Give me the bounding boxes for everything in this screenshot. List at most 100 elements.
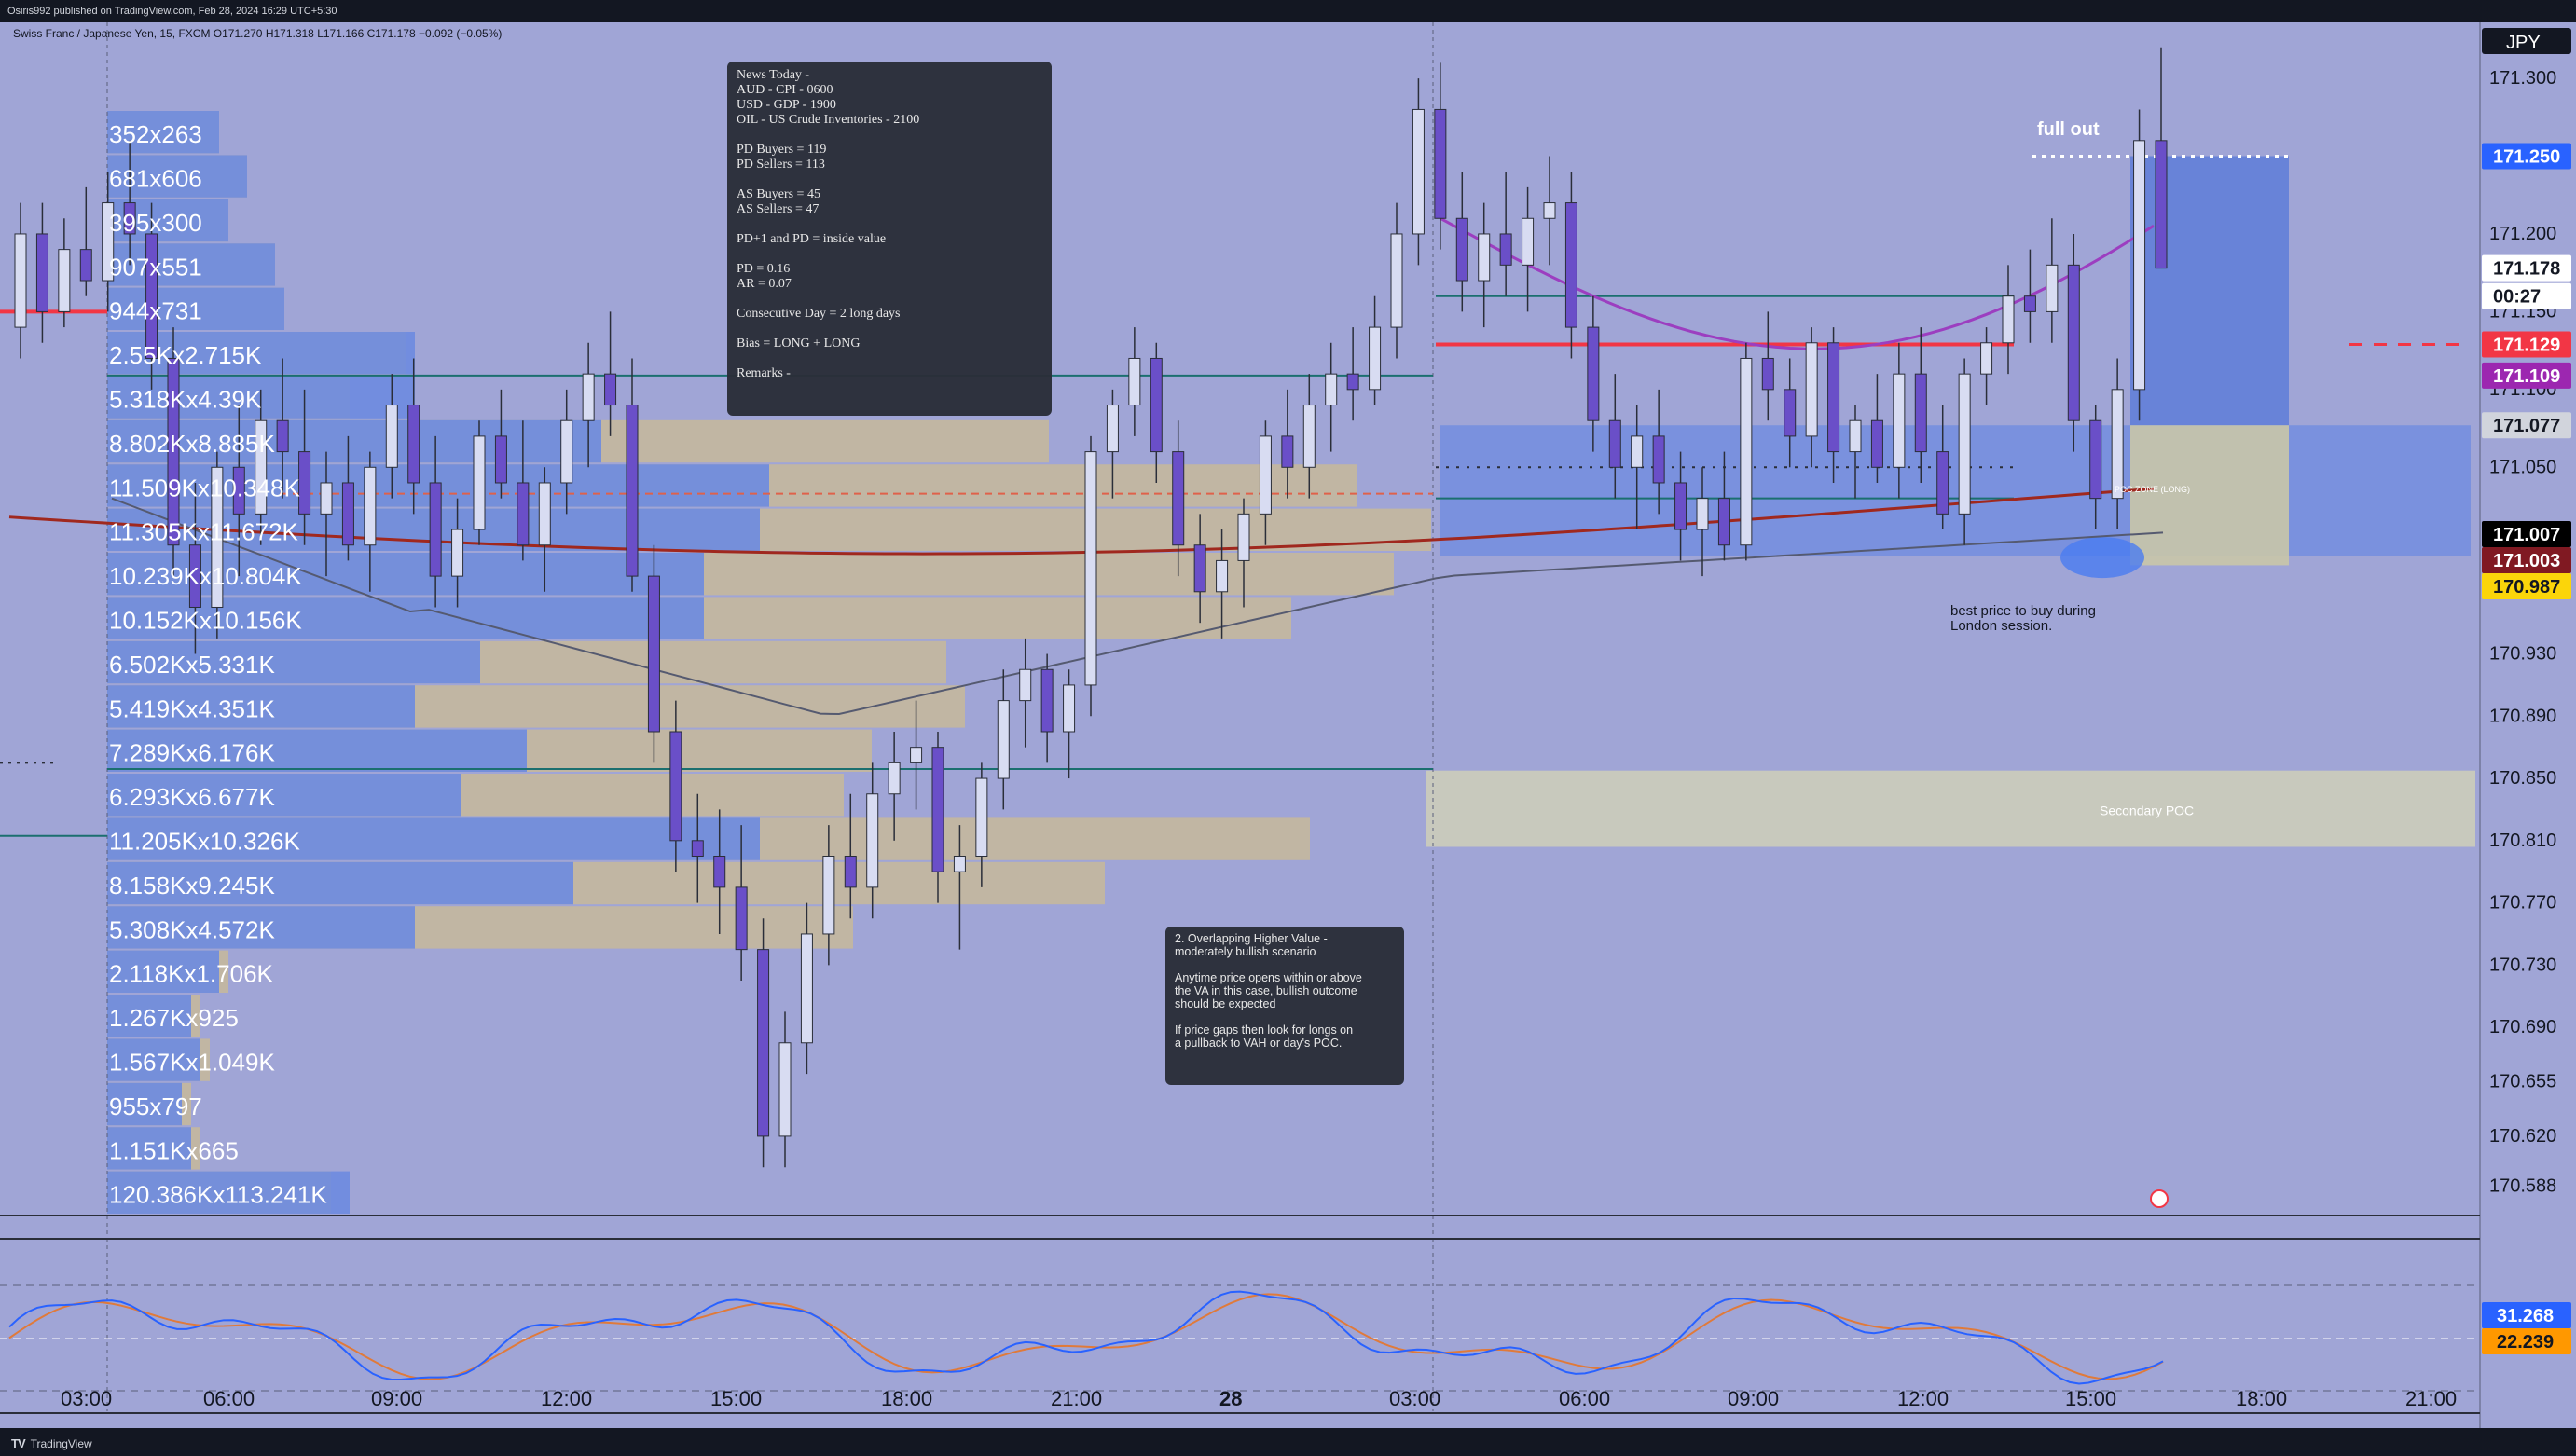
volume-profile-label: 1.151Kx665: [109, 1136, 239, 1164]
candle-body: [1674, 482, 1687, 530]
volume-profile-buy-bar: [107, 419, 601, 463]
scenario-box-line: the VA in this case, bullish outcome: [1175, 984, 1357, 997]
volume-profile-label: 11.509Kx10.348K: [109, 474, 300, 501]
volume-profile-label: 395x300: [109, 209, 202, 237]
volume-profile-label: 1.567Kx1.049K: [109, 1049, 275, 1077]
time-tick-label: 15:00: [2065, 1387, 2116, 1410]
time-tick-label: 21:00: [2405, 1387, 2457, 1410]
candle-body: [276, 419, 289, 453]
scenario-box-line: moderately bullish scenario: [1175, 945, 1316, 958]
price-badge-label: 171.109: [2493, 366, 2560, 387]
candle-body: [1784, 389, 1797, 437]
price-tick-label: 170.588: [2489, 1175, 2556, 1196]
candle-body: [1980, 342, 1993, 375]
volume-profile-label: 1.267Kx925: [109, 1004, 239, 1032]
time-tick-label: 03:00: [1389, 1387, 1440, 1410]
candle-body: [14, 233, 27, 328]
osc-main-line: [8, 1290, 2164, 1385]
price-tick-label: 170.690: [2489, 1017, 2556, 1037]
candle-body: [1849, 419, 1862, 453]
osc-signal-line: [8, 1293, 2164, 1380]
chart-svg[interactable]: 171.300171.200171.150171.100171.050170.9…: [0, 22, 2576, 1428]
volume-profile-buy-bar: [107, 906, 415, 949]
candle-body: [1455, 217, 1468, 282]
candle-body: [2023, 295, 2036, 312]
news-box: [727, 62, 1052, 416]
currency-button[interactable]: [2482, 28, 2571, 54]
chart-area[interactable]: 171.300 171.200 171.150 171.100 171.050 170.9…: [0, 22, 2576, 1456]
volume-profile-label: 5.308Kx4.572K: [109, 915, 275, 943]
candle-body: [1870, 419, 1883, 468]
volume-profile-label: 681x606: [109, 165, 202, 193]
candle-body: [2089, 419, 2102, 500]
news-box-line: AS Buyers = 45: [737, 187, 820, 201]
candle-body: [1652, 435, 1665, 484]
candle-body: [1281, 435, 1294, 468]
price-tick-label: 171.050: [2489, 457, 2556, 477]
candle-body: [735, 886, 748, 951]
osc-badge-label: 22.239: [2497, 1332, 2554, 1353]
price-badge: [2482, 573, 2571, 600]
footer-brand: TradingView: [30, 1436, 92, 1450]
candle-body: [1325, 373, 1338, 406]
candle-body: [1522, 217, 1535, 266]
candle-body: [888, 762, 901, 795]
price-badge: [2482, 521, 2571, 548]
candle-body: [647, 575, 660, 733]
candle-body: [1587, 326, 1600, 421]
candle-body: [211, 466, 224, 608]
candle-body: [451, 529, 464, 577]
candle-body: [1019, 668, 1032, 702]
buy-zone-highlight: [2060, 537, 2144, 579]
price-badge-label: 171.077: [2493, 416, 2560, 436]
candle-body: [626, 405, 639, 577]
candle-body: [1631, 435, 1644, 468]
candle-body: [1936, 451, 1949, 515]
candle-body: [604, 373, 617, 406]
candle-body: [1390, 233, 1403, 328]
candle-body: [997, 700, 1010, 779]
news-box-line: PD Sellers = 113: [737, 158, 825, 172]
volume-profile-buy-bar: [107, 597, 704, 639]
best-price-annotation: best price to buy during: [1950, 603, 2096, 619]
time-tick-label: 15:00: [710, 1387, 762, 1410]
candle-body: [822, 856, 835, 935]
volume-profile-buy-bar: [107, 950, 219, 993]
candle-body: [1106, 405, 1119, 453]
candle-body: [538, 482, 551, 546]
candle-body: [1216, 559, 1229, 593]
price-badge-label: 171.178: [2493, 259, 2560, 280]
candle-body: [1172, 451, 1185, 546]
time-tick-label: 09:00: [1728, 1387, 1779, 1410]
price-tick-label: 170.620: [2489, 1126, 2556, 1147]
price-badge-label: 171.129: [2493, 335, 2560, 355]
candle-body: [800, 933, 813, 1044]
tradingview-logo-icon: TV: [11, 1436, 26, 1450]
candle-body: [1608, 419, 1621, 468]
volume-profile-buy-bar: [107, 995, 191, 1037]
volume-profile-label: 7.289Kx6.176K: [109, 739, 275, 767]
candle-body: [1914, 373, 1927, 453]
news-box-line: AR = 0.07: [737, 277, 792, 291]
scenario-box-line: a pullback to VAH or day's POC.: [1175, 1037, 1342, 1050]
news-box-line: Remarks -: [737, 366, 791, 380]
currency-button-label: JPY: [2506, 33, 2541, 53]
candle-body: [320, 482, 333, 515]
candle-body: [1150, 357, 1163, 453]
candle-body: [232, 466, 245, 515]
price-badge: [2482, 282, 2571, 309]
volume-profile-buy-bar: [107, 861, 573, 905]
price-tick-label: 170.890: [2489, 706, 2556, 726]
candle-body: [2133, 140, 2146, 391]
time-tick-label: 18:00: [881, 1387, 932, 1410]
best-price-annotation: London session.: [1950, 618, 2052, 634]
osc-badge-label: 31.268: [2497, 1306, 2554, 1326]
scenario-box-line: If price gaps then look for longs on: [1175, 1023, 1353, 1037]
volume-profile-buy-bar: [107, 243, 275, 286]
candle-body: [778, 1042, 792, 1137]
volume-profile-buy-bar: [107, 1082, 182, 1126]
candle-body: [255, 419, 268, 515]
news-box-line: AUD - CPI - 0600: [737, 83, 833, 97]
candle-body: [1717, 498, 1730, 546]
candle-body: [1478, 233, 1491, 282]
